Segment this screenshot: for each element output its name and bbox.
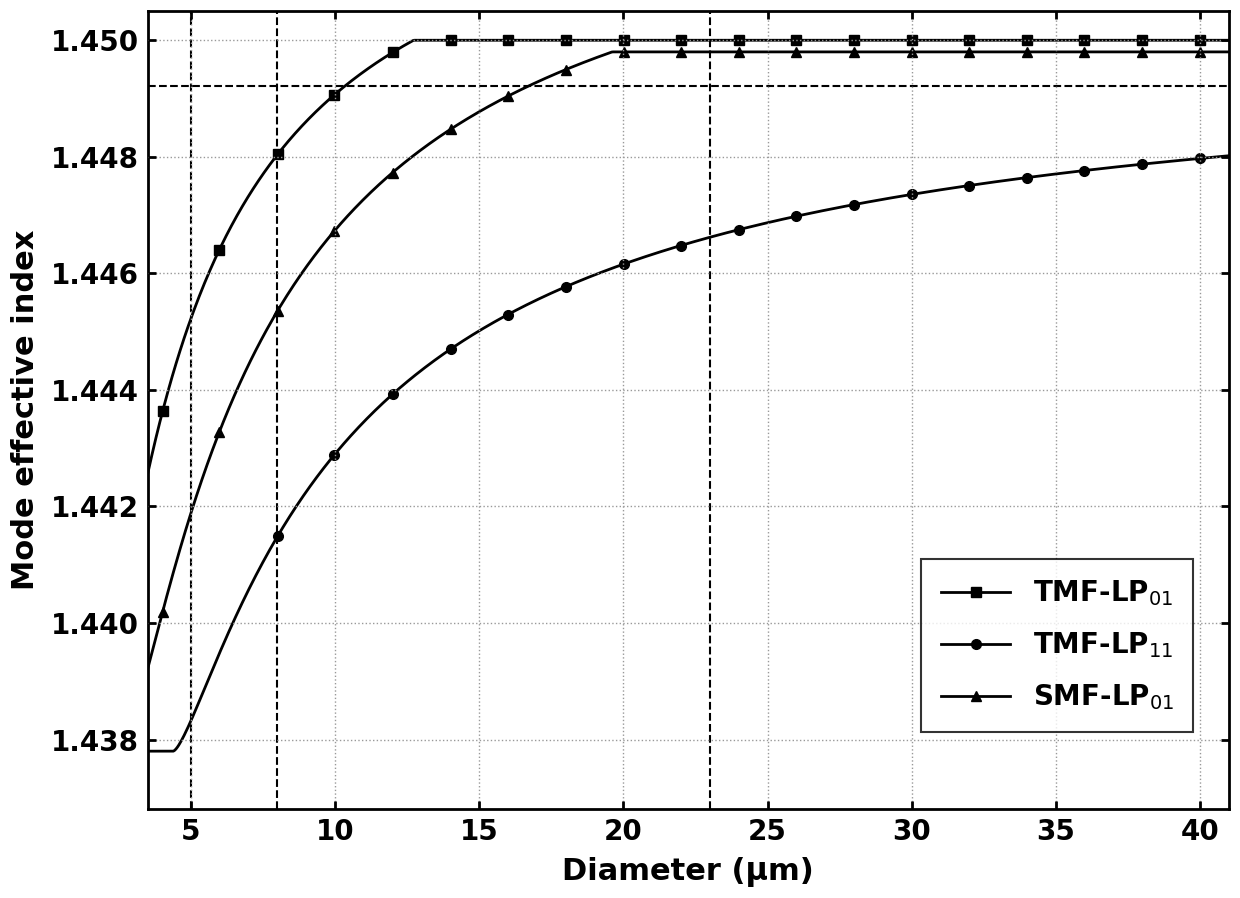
TMF-LP$_{01}$: [770, 35, 785, 46]
SMF-LP$_{01}$: [1073, 47, 1087, 57]
TMF-LP$_{11}$: [1071, 166, 1086, 177]
TMF-LP$_{11}$: [768, 216, 782, 226]
SMF-LP$_{01}$: [962, 47, 977, 57]
TMF-LP$_{01}$: [831, 35, 846, 46]
Y-axis label: Mode effective index: Mode effective index: [11, 230, 40, 591]
TMF-LP$_{11}$: [796, 209, 811, 220]
TMF-LP$_{11}$: [1221, 150, 1236, 161]
SMF-LP$_{01}$: [207, 441, 222, 452]
SMF-LP$_{01}$: [831, 47, 846, 57]
TMF-LP$_{11}$: [207, 661, 222, 672]
TMF-LP$_{11}$: [140, 745, 155, 756]
Legend: TMF-LP$_{01}$, TMF-LP$_{11}$, SMF-LP$_{01}$: TMF-LP$_{01}$, TMF-LP$_{11}$, SMF-LP$_{0…: [921, 559, 1193, 732]
SMF-LP$_{01}$: [606, 47, 621, 57]
TMF-LP$_{11}$: [960, 180, 975, 191]
TMF-LP$_{01}$: [1073, 35, 1087, 46]
TMF-LP$_{01}$: [962, 35, 977, 46]
SMF-LP$_{01}$: [797, 47, 812, 57]
Line: TMF-LP$_{11}$: TMF-LP$_{11}$: [143, 151, 1234, 756]
SMF-LP$_{01}$: [1221, 47, 1236, 57]
TMF-LP$_{01}$: [207, 256, 222, 267]
TMF-LP$_{01}$: [1221, 35, 1236, 46]
TMF-LP$_{01}$: [407, 35, 422, 46]
TMF-LP$_{01}$: [797, 35, 812, 46]
TMF-LP$_{11}$: [830, 203, 844, 214]
SMF-LP$_{01}$: [140, 664, 155, 674]
Line: TMF-LP$_{01}$: TMF-LP$_{01}$: [143, 35, 1234, 479]
X-axis label: Diameter (μm): Diameter (μm): [563, 857, 815, 887]
Line: SMF-LP$_{01}$: SMF-LP$_{01}$: [143, 47, 1234, 674]
SMF-LP$_{01}$: [770, 47, 785, 57]
TMF-LP$_{01}$: [140, 469, 155, 480]
